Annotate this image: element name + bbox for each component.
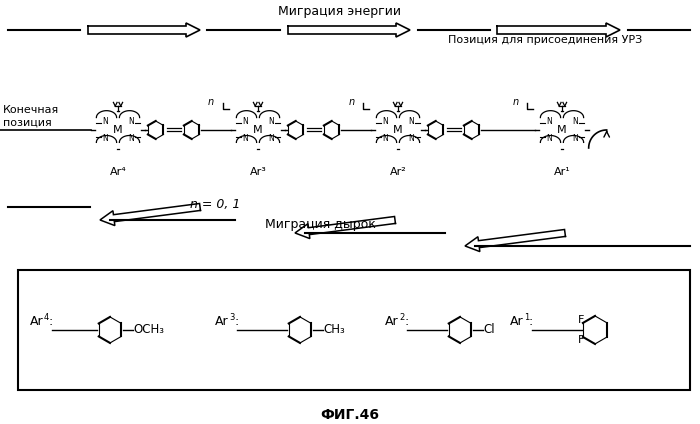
Text: F: F <box>578 335 584 345</box>
Text: N: N <box>546 117 552 126</box>
Text: ФИГ.46: ФИГ.46 <box>321 408 379 422</box>
Text: F: F <box>578 315 584 325</box>
Text: N: N <box>242 117 248 126</box>
Text: N: N <box>268 117 274 126</box>
Text: 4: 4 <box>44 313 49 322</box>
Text: Ar: Ar <box>215 315 229 329</box>
Text: Ar⁴: Ar⁴ <box>110 167 127 177</box>
Text: M: M <box>253 125 262 135</box>
Text: 2: 2 <box>399 313 405 322</box>
Text: Ar: Ar <box>385 315 398 329</box>
Text: M: M <box>557 125 567 135</box>
Text: Ar: Ar <box>30 315 43 329</box>
Text: N: N <box>128 134 134 143</box>
Text: N: N <box>382 134 388 143</box>
Text: Cl: Cl <box>483 324 495 337</box>
Text: Миграция энергии: Миграция энергии <box>279 5 402 18</box>
Text: Ar³: Ar³ <box>250 167 267 177</box>
Text: N: N <box>242 134 248 143</box>
Text: :: : <box>234 315 238 329</box>
Text: :: : <box>404 315 408 329</box>
Text: N: N <box>408 117 414 126</box>
Text: n: n <box>349 98 354 107</box>
Text: 3: 3 <box>229 313 234 322</box>
Text: Ar²: Ar² <box>390 167 407 177</box>
Text: M: M <box>393 125 402 135</box>
Text: n: n <box>208 98 214 107</box>
Text: OCH₃: OCH₃ <box>133 324 164 337</box>
Text: n = 0, 1: n = 0, 1 <box>190 198 240 212</box>
Text: N: N <box>572 134 578 143</box>
Text: N: N <box>382 117 388 126</box>
Text: :: : <box>49 315 53 329</box>
Text: 1: 1 <box>524 313 529 322</box>
Text: M: M <box>113 125 122 135</box>
Text: N: N <box>572 117 578 126</box>
Text: Миграция дырок: Миграция дырок <box>265 218 376 232</box>
Text: Позиция для присоединения УРЗ: Позиция для присоединения УРЗ <box>448 35 642 45</box>
Text: CH₃: CH₃ <box>323 324 344 337</box>
Bar <box>18 270 690 390</box>
Text: Конечная
позиция: Конечная позиция <box>3 105 60 127</box>
Text: N: N <box>268 134 274 143</box>
Text: N: N <box>546 134 552 143</box>
Text: n: n <box>512 98 519 107</box>
Text: N: N <box>102 134 108 143</box>
Text: Ar¹: Ar¹ <box>554 167 570 177</box>
Text: N: N <box>128 117 134 126</box>
Text: N: N <box>102 117 108 126</box>
Text: :: : <box>529 315 533 329</box>
Text: N: N <box>408 134 414 143</box>
Text: Ar: Ar <box>510 315 524 329</box>
